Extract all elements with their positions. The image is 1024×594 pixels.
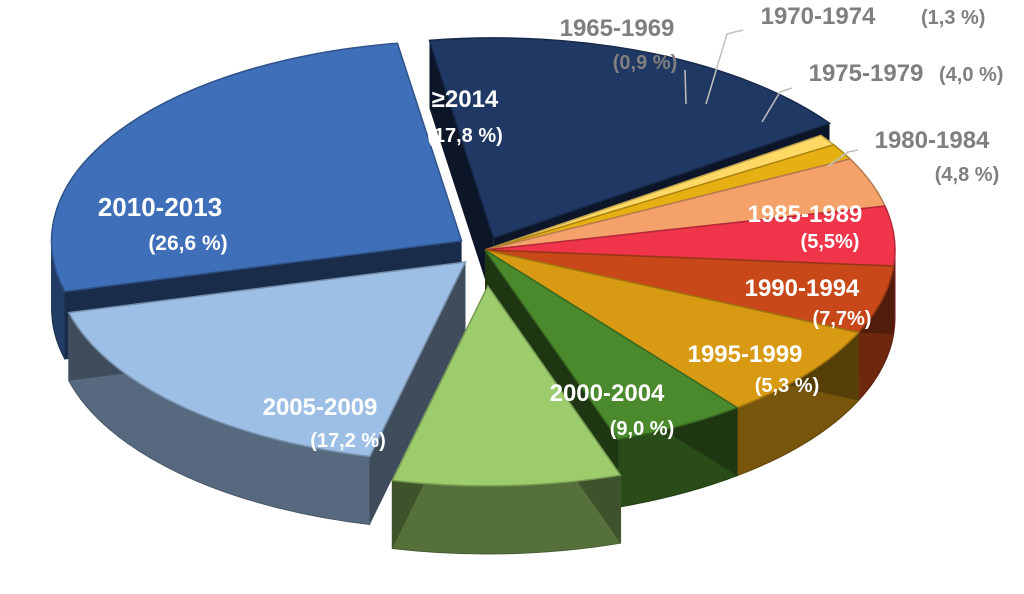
slice-top-1985-1989	[484, 249, 895, 334]
pie-tops	[50, 37, 896, 487]
value-label: (7,7%)	[813, 308, 872, 330]
slice-labels: ≥2014 (17,8 %) 1965-1969 (0,9 %) 1970-1974 (1…	[98, 3, 1004, 452]
category-label: 1975-1979	[809, 60, 924, 87]
value-label: (1,3 %)	[921, 7, 985, 29]
slice-top-2000-2004	[391, 284, 622, 487]
leader-1965-1969	[684, 69, 687, 105]
value-label: (5,5%)	[801, 231, 860, 253]
slice-top-2010-2013	[50, 42, 463, 293]
value-label: (26,6 %)	[148, 232, 227, 255]
category-label: 1990-1994	[745, 275, 860, 302]
value-label: (0,9 %)	[613, 52, 677, 74]
category-label: 1985-1989	[748, 201, 863, 228]
category-label: 1995-1999	[688, 341, 803, 368]
category-label: 2000-2004	[550, 380, 665, 407]
slice-top-1990-1994	[484, 249, 860, 409]
category-label: ≥2014	[432, 86, 499, 113]
slice-top-≥2014	[428, 37, 832, 239]
value-label: (17,2 %)	[310, 430, 386, 452]
leader-1980-1984	[827, 149, 859, 167]
leader-1970-1974	[705, 29, 744, 105]
slice-top-2005-2009	[67, 261, 467, 458]
value-label: (9,0 %)	[610, 418, 674, 440]
value-label: (5,3 %)	[755, 375, 819, 397]
slice-top-1995-1999	[484, 249, 739, 441]
value-label: (17,8 %)	[427, 125, 503, 147]
leader-lines	[684, 29, 859, 167]
value-label: (4,0 %)	[939, 64, 1003, 86]
value-label: (4,8 %)	[935, 164, 999, 186]
category-label: 1965-1969	[560, 15, 675, 42]
category-label: 1980-1984	[875, 127, 990, 154]
leader-1975-1979	[761, 87, 793, 123]
slice-wall-≥2014	[429, 40, 494, 306]
category-label: 1970-1974	[761, 3, 876, 30]
category-label: 2010-2013	[98, 192, 222, 222]
category-label: 2005-2009	[263, 394, 378, 421]
